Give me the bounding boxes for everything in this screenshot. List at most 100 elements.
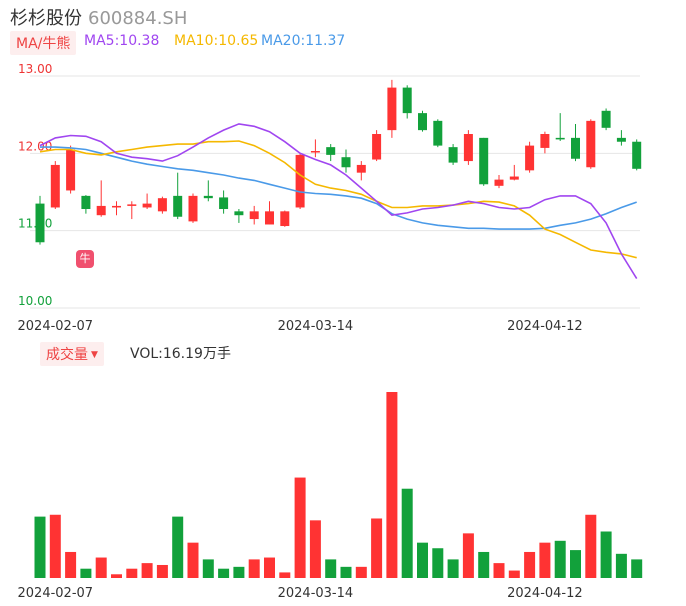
price-tick-label: 11.00 <box>18 217 52 231</box>
volume-bar <box>294 477 306 578</box>
candle-body <box>157 198 167 212</box>
volume-bar <box>34 516 46 578</box>
candle-body <box>280 211 290 227</box>
volume-bar <box>600 531 612 578</box>
caret-down-icon: ▼ <box>91 350 98 360</box>
volume-bar <box>248 559 260 578</box>
candle-body <box>632 141 642 169</box>
volume-bar <box>478 551 490 578</box>
candle-body <box>326 147 336 155</box>
volume-label: VOL:16.19万手 <box>130 346 231 362</box>
candle-body <box>219 197 229 210</box>
volume-bar <box>631 559 643 578</box>
volume-bar <box>493 563 505 578</box>
candle-body <box>295 154 305 208</box>
candle-body <box>418 113 427 131</box>
volume-bar <box>524 551 536 578</box>
volume-bar <box>80 568 92 578</box>
volume-bar <box>554 540 566 578</box>
volume-bar <box>141 563 153 578</box>
volume-bar <box>233 566 245 578</box>
candle-body <box>402 87 412 114</box>
volume-bar <box>570 550 581 578</box>
date-tick-label: 2024-04-12 <box>507 319 583 334</box>
ma5-legend: MA5:10.38 <box>84 33 160 49</box>
candle-body <box>188 195 198 222</box>
volume-bar <box>65 551 77 578</box>
candle-body <box>616 137 626 142</box>
candle-body <box>433 120 443 146</box>
candle-body <box>249 211 259 220</box>
candle-body <box>35 203 45 243</box>
candle-body <box>571 137 580 159</box>
volume-bar <box>508 570 520 578</box>
candle-body <box>265 211 274 225</box>
candle-body <box>372 134 382 160</box>
ma10-legend: MA10:10.65 <box>174 33 259 49</box>
volume-bar <box>539 542 551 578</box>
ma20-line <box>40 146 637 230</box>
volume-bar <box>371 518 383 578</box>
candle-body <box>356 164 366 173</box>
date-tick-label: 2024-03-14 <box>278 586 354 601</box>
candle-body <box>310 151 320 153</box>
candle-body <box>509 176 519 180</box>
volume-bar <box>95 557 107 578</box>
date-tick-label: 2024-02-07 <box>18 319 94 334</box>
stock-name: 杉杉股份 <box>10 8 82 29</box>
candle-body <box>479 137 489 185</box>
candle-body <box>463 134 473 162</box>
stock-code: 600884.SH <box>88 8 188 29</box>
candle-body <box>387 87 397 131</box>
date-tick-label: 2024-02-07 <box>18 586 94 601</box>
candle-body <box>112 205 121 208</box>
ma-indicator-tag[interactable]: MA/牛熊 <box>10 31 77 55</box>
price-tick-label: 10.00 <box>18 294 52 308</box>
volume-bar <box>401 488 413 578</box>
candle-body <box>448 147 458 163</box>
volume-bar <box>325 559 337 578</box>
candle-body <box>127 204 137 206</box>
candle-body <box>173 195 183 217</box>
volume-indicator-tag[interactable]: 成交量 ▼ <box>40 342 104 366</box>
volume-bar <box>309 520 321 578</box>
volume-bar <box>218 568 230 578</box>
volume-tag-label: 成交量 <box>46 347 88 363</box>
volume-bar <box>49 514 61 578</box>
volume-bar <box>111 574 122 578</box>
candle-body <box>555 137 565 140</box>
volume-bar <box>386 392 398 578</box>
stock-title: 杉杉股份 600884.SH <box>10 4 187 30</box>
volume-bar <box>585 514 597 578</box>
candle-body <box>203 195 213 199</box>
candle-body <box>142 203 152 208</box>
volume-bar <box>156 564 168 578</box>
candle-body <box>525 145 535 171</box>
volume-bar <box>340 566 352 578</box>
candle-body <box>81 195 91 210</box>
bull-bear-icon[interactable]: 牛 <box>76 250 94 268</box>
volume-bar <box>355 566 367 578</box>
volume-bar <box>264 557 275 578</box>
ma20-legend: MA20:11.37 <box>261 33 346 49</box>
candle-body <box>50 164 60 208</box>
ma5-line <box>39 123 638 280</box>
volume-bar <box>187 542 199 578</box>
volume-bar <box>462 533 474 578</box>
volume-bar <box>417 542 428 578</box>
candle-body <box>586 120 596 168</box>
volume-bar <box>172 516 184 578</box>
volume-bar <box>279 572 291 578</box>
date-tick-label: 2024-03-14 <box>278 319 354 334</box>
date-tick-label: 2024-04-12 <box>507 586 583 601</box>
volume-bar <box>615 553 627 578</box>
ma10-line <box>39 140 637 259</box>
price-tick-label: 13.00 <box>18 62 52 76</box>
candle-body <box>540 134 550 148</box>
volume-bar <box>447 559 459 578</box>
candle-body <box>341 157 351 168</box>
candle-body <box>96 205 106 216</box>
candle-body <box>601 110 611 128</box>
candle-body <box>66 149 76 191</box>
